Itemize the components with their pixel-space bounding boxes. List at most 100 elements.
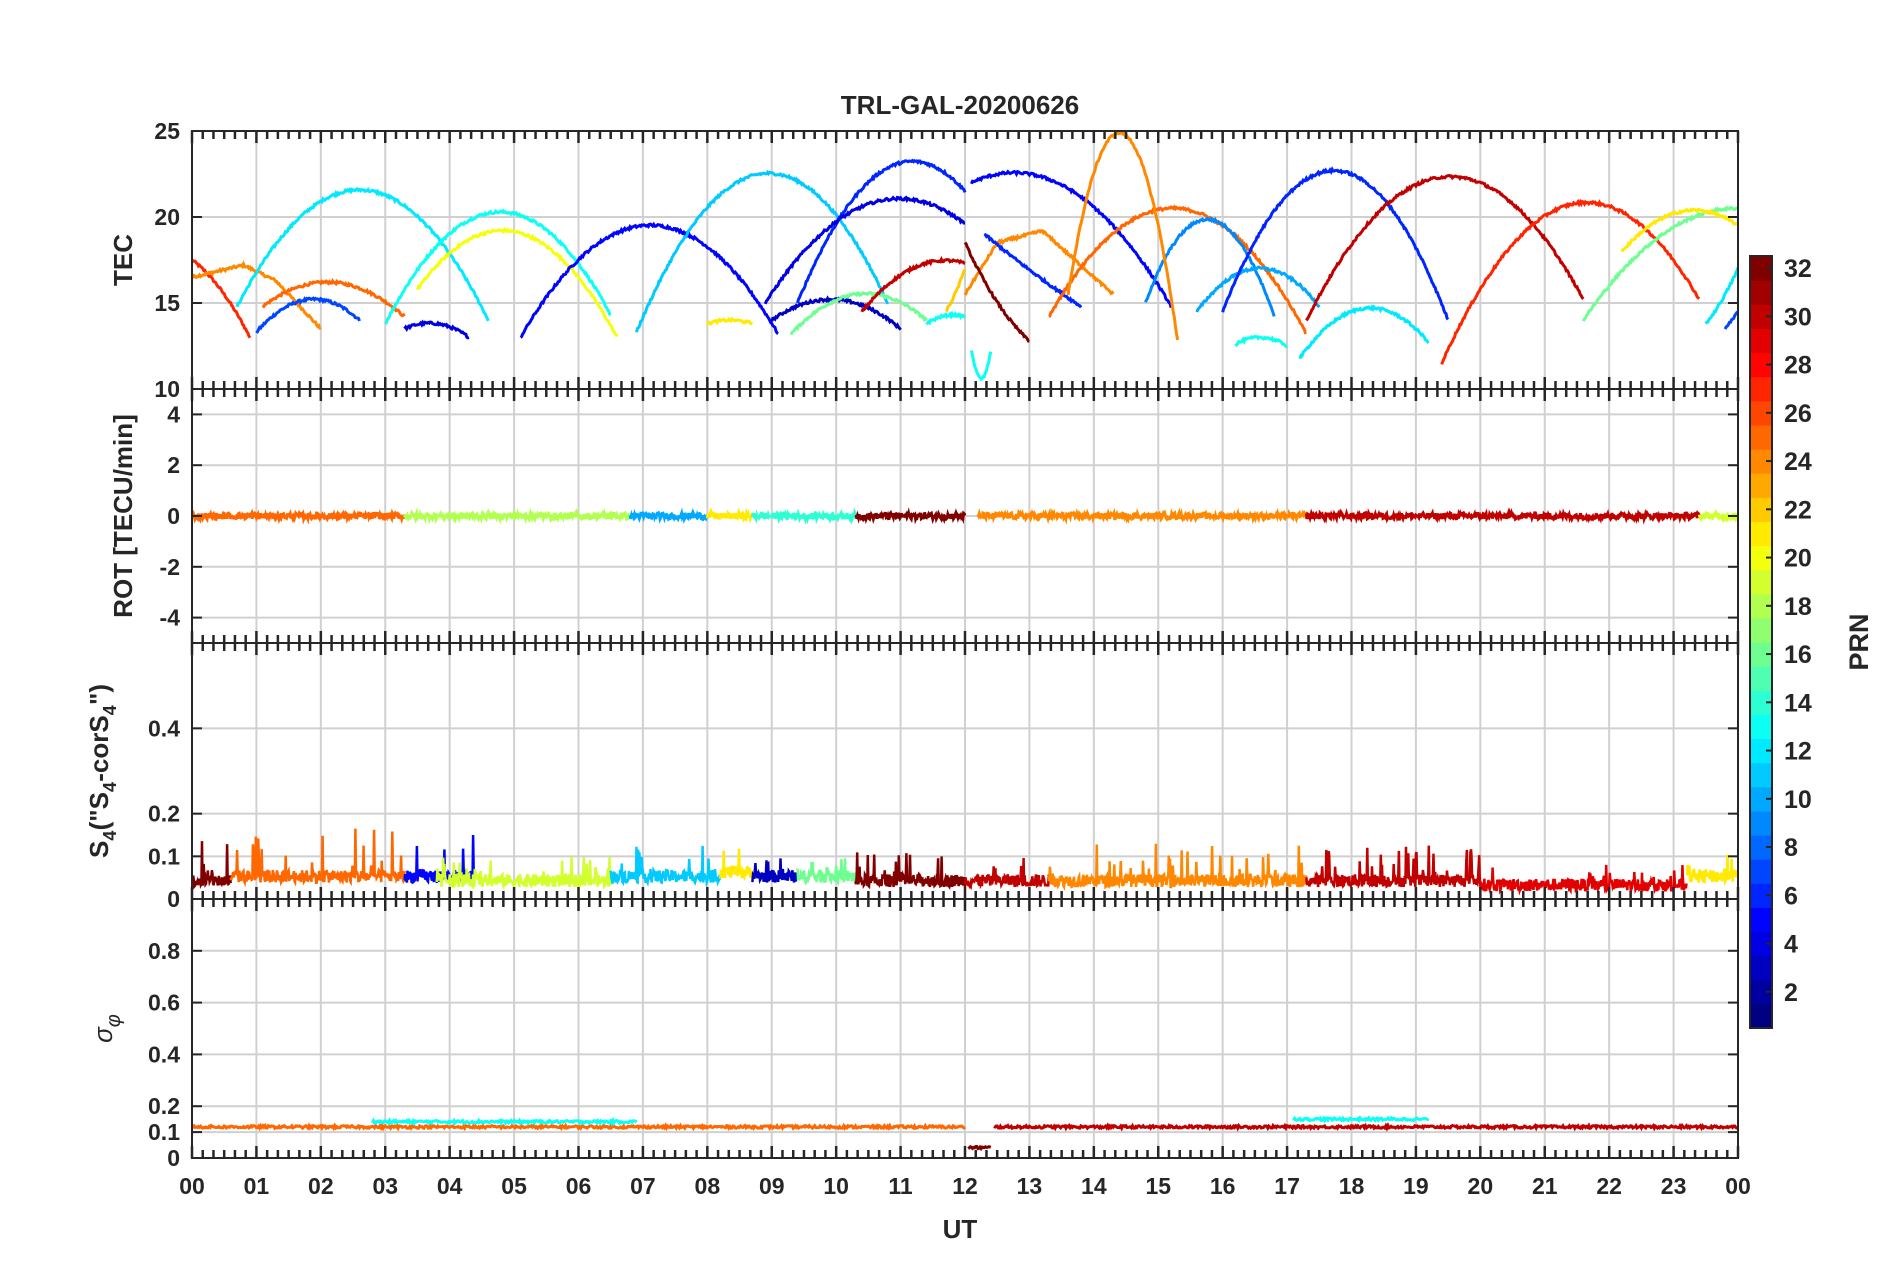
tec-arc-prn-3 xyxy=(770,295,902,331)
tec-ytick-label: 25 xyxy=(154,118,180,144)
x-tick-label: 02 xyxy=(308,1173,334,1199)
s4-series-prn-29 xyxy=(1479,864,1688,896)
panel-rot: -4 -2 0 2 4 ROT [TECU/min] xyxy=(108,388,1740,644)
colorbar-swatch xyxy=(1750,859,1772,884)
panel-s4: 0 0.1 0.2 0.4 S4 ("S4 -corS4 ") xyxy=(84,642,1740,912)
colorbar-tick-label: 20 xyxy=(1784,545,1812,573)
s4-series-prn-21 xyxy=(1685,854,1738,887)
colorbar-tick-label: 14 xyxy=(1784,689,1812,717)
s4-series-prn-24 xyxy=(1047,843,1308,891)
x-tick-label: 17 xyxy=(1274,1173,1300,1199)
x-tick-label: 23 xyxy=(1661,1173,1687,1199)
x-tick-label: 08 xyxy=(695,1173,721,1199)
colorbar-swatch xyxy=(1750,642,1772,667)
tec-arc-prn-24 xyxy=(1066,131,1180,341)
tec-arc-prn-5 xyxy=(970,169,1173,309)
s4-series-prn-11 xyxy=(609,845,722,888)
tec-arc-prn-30 xyxy=(860,256,966,313)
colorbar-swatch xyxy=(1750,376,1772,402)
rot-series-prn-10 xyxy=(628,507,709,525)
colorbar-swatch xyxy=(1750,424,1772,450)
rot-series xyxy=(192,507,1738,525)
sigphi-ylabel: σφ xyxy=(88,1014,125,1043)
panel-sigphi: 00.10.2 0.4 0.6 0.8 σφ xyxy=(88,898,1740,1171)
sigphi-x-ticks xyxy=(190,899,1740,1158)
s4-series-prn-32 xyxy=(854,852,967,891)
colorbar-swatch xyxy=(1750,473,1772,498)
tec-arc-prn-25 xyxy=(261,278,406,318)
x-tick-label: 03 xyxy=(372,1173,398,1199)
tec-arc-prn-11 xyxy=(635,169,890,333)
tec-arc-prn-7 xyxy=(1723,310,1738,330)
colorbar-swatch xyxy=(1750,786,1772,812)
tec-arc-prn-32 xyxy=(963,241,1030,343)
colorbar-swatch xyxy=(1750,810,1772,836)
tec-arc-prn-13 xyxy=(969,350,993,382)
s4-ytick-label: 0 xyxy=(167,886,180,912)
tec-arc-prn-16 xyxy=(1582,205,1738,322)
colorbar-swatch xyxy=(1750,955,1772,981)
rot-ytick-label: 4 xyxy=(167,401,180,427)
rot-ytick-label: 0 xyxy=(167,503,180,529)
tec-arc-prn-4 xyxy=(763,195,966,305)
s4-series-prn-25 xyxy=(229,828,406,888)
x-tick-label: 00 xyxy=(1725,1173,1751,1199)
s4-series-prn-16 xyxy=(796,858,857,887)
x-tick-label: 11 xyxy=(888,1173,913,1199)
rot-x-ticks xyxy=(190,389,1740,643)
colorbar-swatch xyxy=(1750,328,1772,354)
x-tick-label: 14 xyxy=(1081,1173,1107,1199)
sigphi-series xyxy=(192,1115,1738,1152)
x-tick-label: 04 xyxy=(437,1173,463,1199)
chart-title: TRL-GAL-20200626 xyxy=(841,90,1079,120)
tec-arc-prn-24 xyxy=(963,229,1115,296)
s4-series-prn-21 xyxy=(718,848,754,882)
colorbar-tick-label: 2 xyxy=(1784,979,1798,1007)
sigphi-series-prn-30 xyxy=(993,1122,1738,1132)
colorbar-tick-label: 8 xyxy=(1784,834,1798,862)
rot-ylabel: ROT [TECU/min] xyxy=(108,414,138,618)
colorbar-tick-label: 26 xyxy=(1784,400,1812,428)
x-tick-label: 22 xyxy=(1596,1173,1622,1199)
colorbar-swatch xyxy=(1750,762,1772,788)
sigphi-ytick-label: 0.2 xyxy=(148,1093,180,1119)
colorbar-swatch xyxy=(1750,931,1772,957)
x-tick-label: 12 xyxy=(952,1173,978,1199)
s4-ytick-label: 0.4 xyxy=(148,715,180,741)
s4-series-prn-30 xyxy=(963,857,1050,891)
sigphi-ytick-label: 0.6 xyxy=(148,990,180,1016)
rot-ytick-label: -4 xyxy=(160,605,181,631)
tec-arc-prn-16 xyxy=(789,290,928,336)
s4-series xyxy=(192,828,1738,896)
rot-series-prn-25 xyxy=(192,508,406,525)
x-tick-label: 20 xyxy=(1468,1173,1494,1199)
tec-ytick-label: 10 xyxy=(154,376,180,402)
colorbar-swatch xyxy=(1750,907,1772,933)
colorbar-swatch xyxy=(1750,400,1772,426)
x-tick-label: 05 xyxy=(501,1173,527,1199)
x-tick-label: 19 xyxy=(1403,1173,1429,1199)
s4-series-prn-3 xyxy=(751,858,799,885)
x-tick-label: 07 xyxy=(630,1173,656,1199)
colorbar-swatch xyxy=(1750,521,1772,547)
tec-series xyxy=(192,131,1738,382)
rot-ytick-label: 2 xyxy=(167,452,180,478)
tec-arc-prn-6 xyxy=(1221,166,1450,321)
s4-ytick-label: 0.1 xyxy=(148,843,180,869)
rot-series-prn-14 xyxy=(750,507,857,525)
x-tick-label: 01 xyxy=(244,1173,270,1199)
colorbar-tick-label: 28 xyxy=(1784,352,1812,380)
colorbar-tick-label: 24 xyxy=(1784,448,1812,476)
sigphi-ytick-label: 0 xyxy=(167,1145,180,1171)
sigphi-grid xyxy=(192,899,1738,1158)
sigphi-series-prn-25 xyxy=(192,1122,966,1132)
tec-arc-prn-10 xyxy=(1195,265,1321,313)
colorbar-swatch xyxy=(1750,835,1772,860)
s4-ytick-label: 0.2 xyxy=(148,801,180,827)
x-tick-label: 16 xyxy=(1210,1173,1236,1199)
colorbar-tick-label: 10 xyxy=(1784,786,1812,814)
sigphi-series-prn-13 xyxy=(371,1116,638,1127)
tec-arc-prn-7 xyxy=(255,296,361,334)
